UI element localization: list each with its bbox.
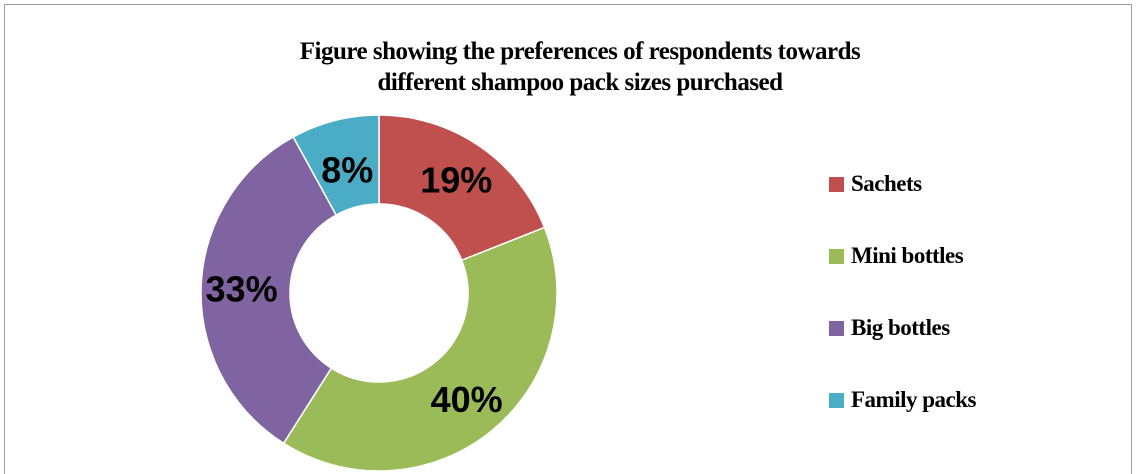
legend-item-family-packs: Family packs (829, 384, 976, 456)
data-label-sachets: 19% (420, 159, 492, 200)
data-label-big-bottles: 33% (206, 269, 278, 310)
legend-swatch (829, 249, 844, 264)
slice-sachets (378, 114, 546, 262)
legend-swatch (829, 177, 844, 192)
chart-title: Figure showing the preferences of respon… (0, 36, 1139, 98)
legend-swatch (829, 393, 844, 408)
legend-item-mini-bottles: Mini bottles (829, 240, 976, 312)
chart-title-line-1: Figure showing the preferences of respon… (299, 38, 861, 65)
chart-legend: Sachets Mini bottles Big bottles Family pac… (829, 168, 976, 456)
legend-item-big-bottles: Big bottles (829, 312, 976, 384)
legend-label: Mini bottles (851, 243, 964, 268)
legend-label: Sachets (851, 171, 922, 196)
legend-label: Big bottles (851, 315, 950, 340)
data-label-mini-bottles: 40% (431, 379, 503, 420)
legend-item-sachets: Sachets (829, 168, 976, 240)
data-label-family-packs: 8% (321, 150, 373, 191)
slice-family-packs (292, 114, 380, 217)
legend-label: Family packs (851, 387, 976, 412)
slice-mini-bottles (282, 226, 558, 472)
chart-title-line-2: different shampoo pack sizes purchased (377, 69, 783, 96)
slice-big-bottles (200, 135, 338, 445)
legend-swatch (829, 321, 844, 336)
chart-frame (4, 4, 1132, 474)
